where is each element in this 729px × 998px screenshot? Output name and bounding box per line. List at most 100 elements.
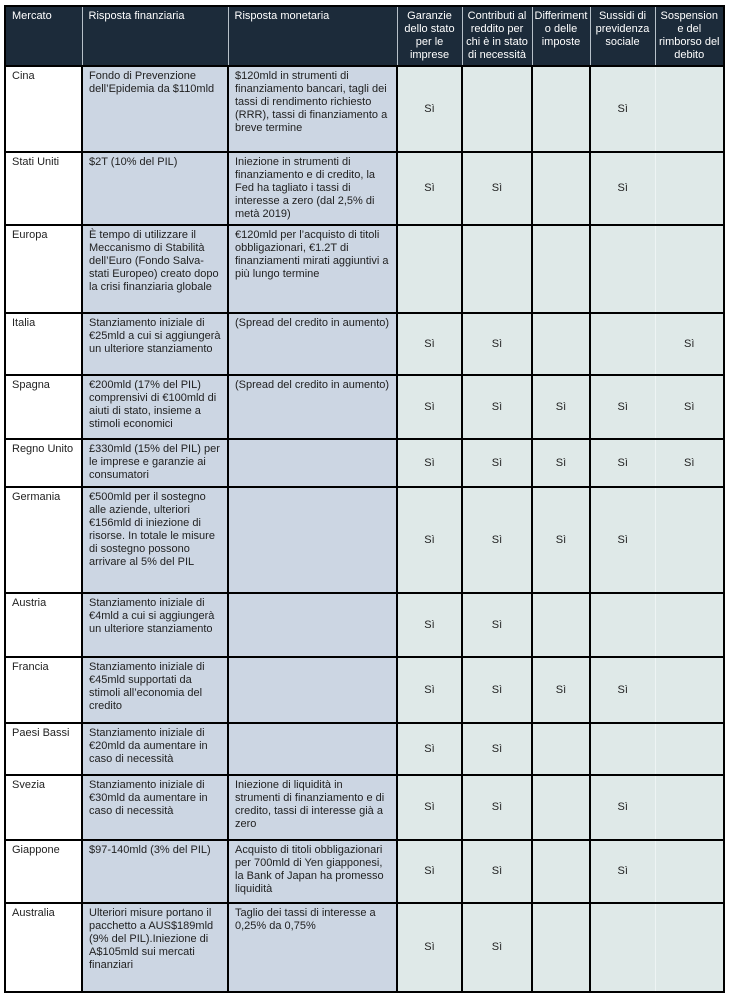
table-row: Austria Stanziamento iniziale di €4mld a… — [4, 592, 725, 658]
monetary-response-cell: (Spread del credito in aumento) — [227, 374, 398, 440]
market-cell: Regno Unito — [4, 438, 83, 488]
table-row: Francia Stanziamento iniziale di €45mld … — [4, 656, 725, 724]
contributi-flag-cell: Sì — [461, 486, 533, 594]
monetary-response-cell: $120mld in strumenti di finanziamento ba… — [227, 65, 398, 153]
contributi-flag-cell: Sì — [461, 774, 533, 841]
differimento-flag-cell — [531, 902, 591, 993]
market-cell: Cina — [4, 65, 83, 153]
financial-response-cell: Fondo di Prevenzione dell’Epidemia da $1… — [81, 65, 229, 153]
differimento-flag-cell: Sì — [531, 656, 591, 724]
contributi-flag-cell: Sì — [461, 312, 533, 376]
sussidi-flag-cell: Sì — [589, 438, 656, 488]
market-cell: Italia — [4, 312, 83, 376]
contributi-flag-cell: Sì — [461, 839, 533, 904]
monetary-response-cell — [227, 656, 398, 724]
sussidi-flag-cell — [589, 592, 656, 658]
garanzie-flag-cell: Sì — [396, 722, 463, 776]
column-header-risposta-finanziaria: Risposta finanziaria — [81, 5, 229, 67]
monetary-response-cell: Taglio dei tassi di interesse a 0,25% da… — [227, 902, 398, 993]
header-row: Mercato Risposta finanziaria Risposta mo… — [4, 5, 725, 67]
sussidi-flag-cell: Sì — [589, 374, 656, 440]
contributi-flag-cell — [461, 224, 533, 314]
market-cell: Europa — [4, 224, 83, 314]
column-header-mercato: Mercato — [4, 5, 83, 67]
monetary-response-cell: (Spread del credito in aumento) — [227, 312, 398, 376]
sospensione-flag-cell — [654, 486, 725, 594]
column-header-garanzie: Garanzie dello stato per le imprese — [396, 5, 463, 67]
monetary-response-cell: Iniezione in strumenti di finanziamento … — [227, 151, 398, 226]
table-row: Svezia Stanziamento iniziale di €30mld d… — [4, 774, 725, 841]
sussidi-flag-cell: Sì — [589, 774, 656, 841]
market-cell: Australia — [4, 902, 83, 993]
garanzie-flag-cell — [396, 224, 463, 314]
financial-response-cell: Stanziamento iniziale di €45mld supporta… — [81, 656, 229, 724]
market-cell: Paesi Bassi — [4, 722, 83, 776]
garanzie-flag-cell: Sì — [396, 151, 463, 226]
garanzie-flag-cell: Sì — [396, 902, 463, 993]
policy-response-table: Mercato Risposta finanziaria Risposta mo… — [4, 5, 725, 993]
contributi-flag-cell: Sì — [461, 374, 533, 440]
financial-response-cell: £330mld (15% del PIL) per le imprese e g… — [81, 438, 229, 488]
financial-response-cell: Stanziamento iniziale di €30mld da aumen… — [81, 774, 229, 841]
differimento-flag-cell: Sì — [531, 374, 591, 440]
differimento-flag-cell — [531, 592, 591, 658]
table-row: Germania €500mld per il sostegno alle az… — [4, 486, 725, 594]
table-row: Europa È tempo di utilizzare il Meccanis… — [4, 224, 725, 314]
garanzie-flag-cell: Sì — [396, 774, 463, 841]
sussidi-flag-cell — [589, 902, 656, 993]
sospensione-flag-cell: Sì — [654, 312, 725, 376]
column-header-sospensione: Sospensione del rimborso del debito — [654, 5, 725, 67]
differimento-flag-cell — [531, 65, 591, 153]
sussidi-flag-cell — [589, 224, 656, 314]
garanzie-flag-cell: Sì — [396, 592, 463, 658]
financial-response-cell: Stanziamento iniziale di €20mld da aumen… — [81, 722, 229, 776]
financial-response-cell: €500mld per il sostegno alle aziende, ul… — [81, 486, 229, 594]
column-header-sussidi: Sussidi di previdenza sociale — [589, 5, 656, 67]
garanzie-flag-cell: Sì — [396, 374, 463, 440]
sussidi-flag-cell: Sì — [589, 656, 656, 724]
monetary-response-cell: Iniezione di liquidità in strumenti di f… — [227, 774, 398, 841]
table-row: Giappone $97-140mld (3% del PIL) Acquist… — [4, 839, 725, 904]
market-cell: Giappone — [4, 839, 83, 904]
sospensione-flag-cell: Sì — [654, 438, 725, 488]
financial-response-cell: Stanziamento iniziale di €4mld a cui si … — [81, 592, 229, 658]
contributi-flag-cell: Sì — [461, 151, 533, 226]
differimento-flag-cell — [531, 774, 591, 841]
sussidi-flag-cell: Sì — [589, 839, 656, 904]
sussidi-flag-cell: Sì — [589, 486, 656, 594]
differimento-flag-cell — [531, 312, 591, 376]
column-header-risposta-monetaria: Risposta monetaria — [227, 5, 398, 67]
contributi-flag-cell — [461, 65, 533, 153]
financial-response-cell: $97-140mld (3% del PIL) — [81, 839, 229, 904]
market-cell: Germania — [4, 486, 83, 594]
sospensione-flag-cell — [654, 774, 725, 841]
sospensione-flag-cell — [654, 65, 725, 153]
market-cell: Francia — [4, 656, 83, 724]
table-row: Italia Stanziamento iniziale di €25mld a… — [4, 312, 725, 376]
monetary-response-cell: Acquisto di titoli obbligazionari per 70… — [227, 839, 398, 904]
column-header-differimento: Differimento delle imposte — [531, 5, 591, 67]
table-row: Paesi Bassi Stanziamento iniziale di €20… — [4, 722, 725, 776]
monetary-response-cell — [227, 592, 398, 658]
differimento-flag-cell: Sì — [531, 486, 591, 594]
differimento-flag-cell — [531, 224, 591, 314]
column-header-contributi: Contributi al reddito per chi è in stato… — [461, 5, 533, 67]
garanzie-flag-cell: Sì — [396, 438, 463, 488]
contributi-flag-cell: Sì — [461, 592, 533, 658]
sussidi-flag-cell — [589, 722, 656, 776]
differimento-flag-cell — [531, 151, 591, 226]
sospensione-flag-cell — [654, 151, 725, 226]
table-row: Regno Unito £330mld (15% del PIL) per le… — [4, 438, 725, 488]
garanzie-flag-cell: Sì — [396, 839, 463, 904]
sussidi-flag-cell: Sì — [589, 151, 656, 226]
financial-response-cell: €200mld (17% del PIL) comprensivi di €10… — [81, 374, 229, 440]
contributi-flag-cell: Sì — [461, 656, 533, 724]
market-cell: Spagna — [4, 374, 83, 440]
sospensione-flag-cell: Sì — [654, 374, 725, 440]
financial-response-cell: Stanziamento iniziale di €25mld a cui si… — [81, 312, 229, 376]
market-cell: Stati Uniti — [4, 151, 83, 226]
sospensione-flag-cell — [654, 839, 725, 904]
market-cell: Svezia — [4, 774, 83, 841]
sospensione-flag-cell — [654, 722, 725, 776]
